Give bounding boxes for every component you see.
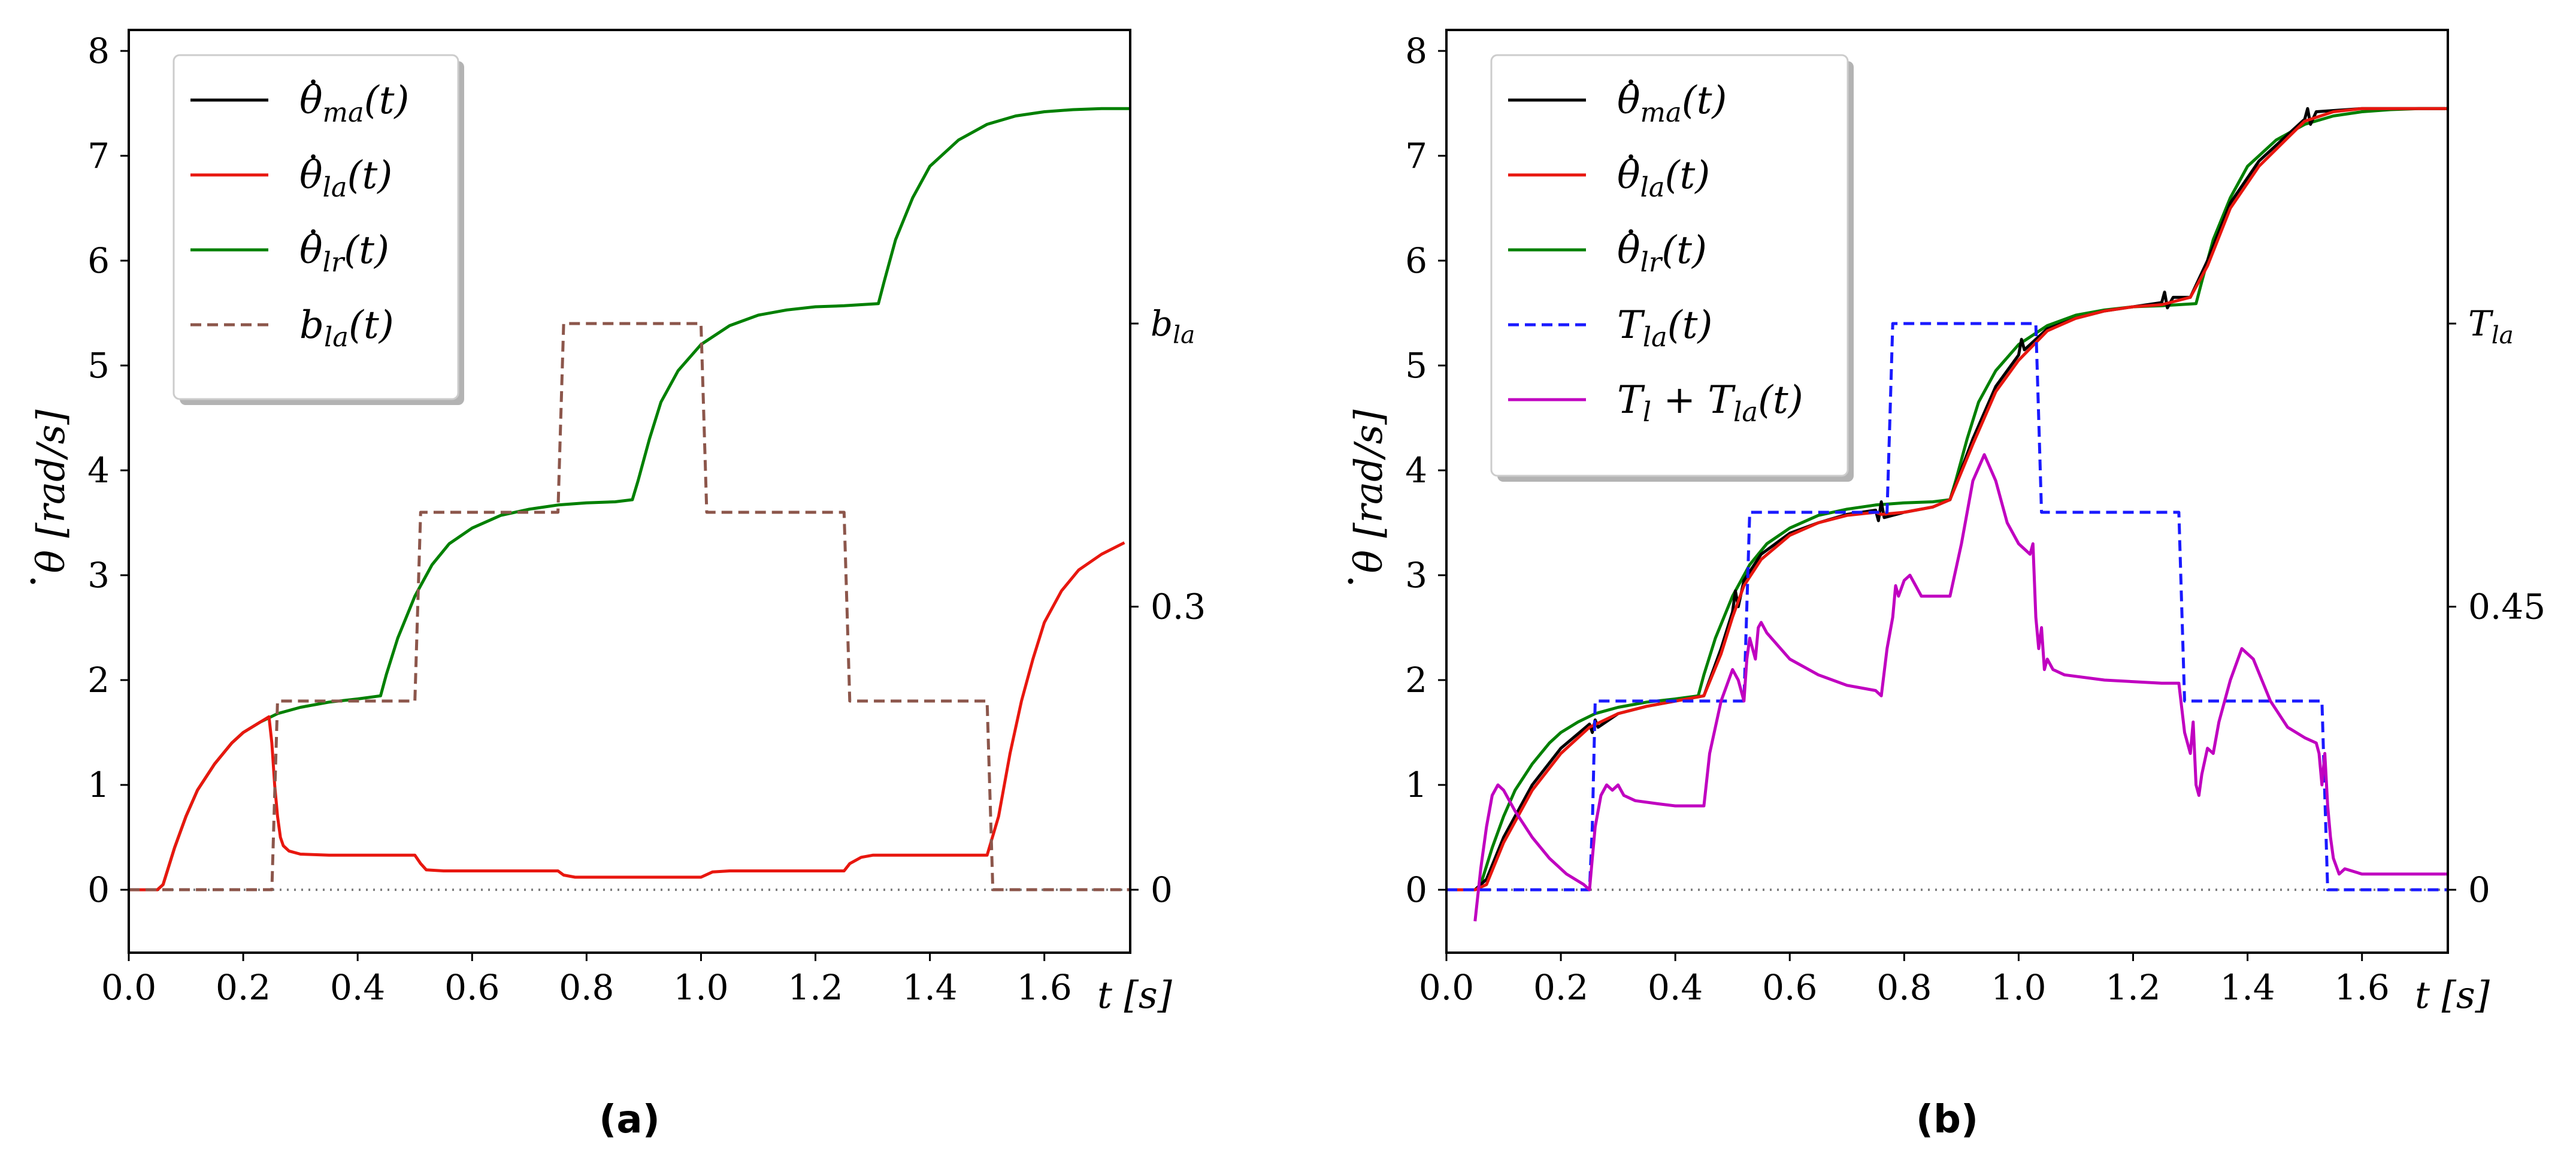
y-tick-label: 1 — [87, 765, 110, 805]
plot-frame — [1445, 29, 2449, 954]
series-line-1 — [1446, 107, 2448, 892]
legend-label-2: θlr(t) — [1617, 228, 1707, 278]
y-tick-label: 5 — [1405, 345, 1427, 386]
legend-label-3-text: Tla(t) — [1617, 303, 1712, 353]
x-tick-label: 1.6 — [1017, 967, 1072, 1008]
legend-label-0: θma(t) — [1617, 78, 1727, 128]
y-tick-label: 0 — [87, 869, 110, 910]
x-tick-label: 0.6 — [1762, 967, 1817, 1008]
legend-label-0-text: θma(t) — [299, 78, 409, 128]
x-tick-label: 1.6 — [2335, 967, 2390, 1008]
x-tick-label: 0.2 — [216, 967, 271, 1008]
x-tick-label: 0.4 — [330, 967, 385, 1008]
x-tick-label: 1.2 — [2105, 967, 2160, 1008]
series-line-4 — [1473, 453, 2448, 922]
x-tick-label: 0.2 — [1533, 967, 1588, 1008]
chart-panel-b: 0.0 0.2 0.4 0.6 0.8 1.0 1.2 1.4 1.6 0 1 2 3 4 5 6 7 8 0 0.4… — [1347, 29, 2545, 1142]
x-tick-label: 0.0 — [101, 967, 156, 1008]
series-line-3 — [1446, 322, 2448, 892]
y-axis-label-dot — [1348, 578, 1354, 584]
legend-label-1-text: θla(t) — [1617, 153, 1710, 203]
y-tick-label: 0 — [1405, 869, 1427, 910]
x-tick-label: 0.8 — [1876, 967, 1932, 1008]
chart-panel-a: 0.0 0.2 0.4 0.6 0.8 1.0 1.2 1.4 1.6 0 1 2 3 4 5 6 7 8 0 0.3… — [29, 29, 1206, 1142]
series-group — [129, 107, 1130, 892]
series-line-0 — [1446, 107, 2448, 892]
x-tick-label: 0.0 — [1419, 967, 1474, 1008]
legend-label-1: θla(t) — [299, 153, 392, 203]
legend: θma(t) θla(t) θlr(t) Tla(t) Tl + Tla(t) — [1490, 54, 1854, 482]
series-line-2 — [129, 322, 1130, 892]
legend-label-1: θla(t) — [1617, 153, 1710, 203]
x-tick-label: 1.4 — [902, 967, 957, 1008]
legend-box — [172, 54, 459, 400]
y-tick-label: 7 — [1405, 135, 1427, 176]
series-line-1 — [129, 541, 1125, 892]
plot-frame — [128, 29, 1131, 954]
legend: θma(t) θla(t) θlr(t) bla(t) — [172, 54, 464, 405]
legend-label-0-dot — [311, 79, 316, 84]
legend-label-4-text: Tl + Tla(t) — [1617, 378, 1803, 428]
x-tick-label: 1.0 — [1991, 967, 2046, 1008]
legend-label-1-text: θla(t) — [299, 153, 392, 203]
right-tick-label-symbol-text: Tla — [2468, 303, 2514, 349]
y-tick-label: 5 — [87, 345, 110, 386]
x-tick-label: 0.4 — [1648, 967, 1703, 1008]
legend-label-2: θlr(t) — [299, 228, 389, 278]
y-tick-label: 1 — [1405, 765, 1427, 805]
series-line-2 — [1446, 107, 2448, 892]
x-tick-label: 0.6 — [444, 967, 500, 1008]
y-tick-label: 4 — [87, 450, 110, 491]
y-tick-label: 4 — [1405, 450, 1427, 491]
y-axis-label-text: θ [rad/s] — [1347, 409, 1391, 573]
y-tick-label: 6 — [1405, 240, 1427, 281]
y-tick-label: 8 — [1405, 31, 1427, 71]
legend-label-1-dot — [1628, 154, 1633, 159]
x-tick-label: 1.4 — [2220, 967, 2275, 1008]
panel-caption: (a) — [599, 1098, 660, 1142]
right-tick-label: 0.45 — [2468, 587, 2545, 627]
right-tick-label-symbol: Tla — [2468, 303, 2514, 349]
y-tick-label: 7 — [87, 135, 110, 176]
right-tick-label: 0.3 — [1151, 586, 1206, 627]
x-axis-label: t [s] — [2415, 973, 2490, 1017]
legend-label-3-text: bla(t) — [299, 303, 394, 353]
legend-label-3: Tla(t) — [1617, 303, 1712, 353]
legend-label-0: θma(t) — [299, 78, 409, 128]
x-tick-label: 0.8 — [559, 967, 614, 1008]
y-tick-label: 6 — [87, 240, 110, 281]
y-axis-label: θ [rad/s] — [1347, 409, 1391, 584]
y-tick-label: 8 — [87, 31, 110, 71]
right-tick-label-symbol-text: bla — [1151, 303, 1195, 349]
right-tick-label: 0 — [2468, 869, 2490, 910]
legend-label-0-dot — [1628, 79, 1633, 84]
x-tick-label: 1.0 — [673, 967, 728, 1008]
y-tick-label: 3 — [1405, 555, 1427, 596]
legend-label-2-text: θlr(t) — [299, 228, 389, 278]
right-tick-label-symbol: bla — [1151, 303, 1195, 349]
legend-box — [1490, 54, 1849, 477]
y-axis-label-text: θ [rad/s] — [29, 409, 74, 573]
legend-label-3: bla(t) — [299, 303, 394, 353]
legend-label-2-dot — [1628, 229, 1633, 234]
y-axis-label: θ [rad/s] — [29, 409, 74, 584]
y-tick-label: 3 — [87, 555, 110, 596]
y-tick-label: 2 — [1405, 660, 1427, 700]
y-tick-label: 2 — [87, 660, 110, 700]
legend-label-1-dot — [311, 154, 316, 159]
panel-caption: (b) — [1916, 1098, 1978, 1142]
legend-label-0-text: θma(t) — [1617, 78, 1727, 128]
legend-label-2-text: θlr(t) — [1617, 228, 1707, 278]
x-axis-label: t [s] — [1097, 973, 1173, 1017]
series-group — [1446, 107, 2448, 922]
legend-label-2-dot — [311, 229, 316, 234]
legend-label-4: Tl + Tla(t) — [1617, 378, 1803, 428]
x-tick-label: 1.2 — [788, 967, 843, 1008]
y-axis-label-dot — [30, 578, 36, 584]
right-tick-label: 0 — [1151, 869, 1173, 910]
